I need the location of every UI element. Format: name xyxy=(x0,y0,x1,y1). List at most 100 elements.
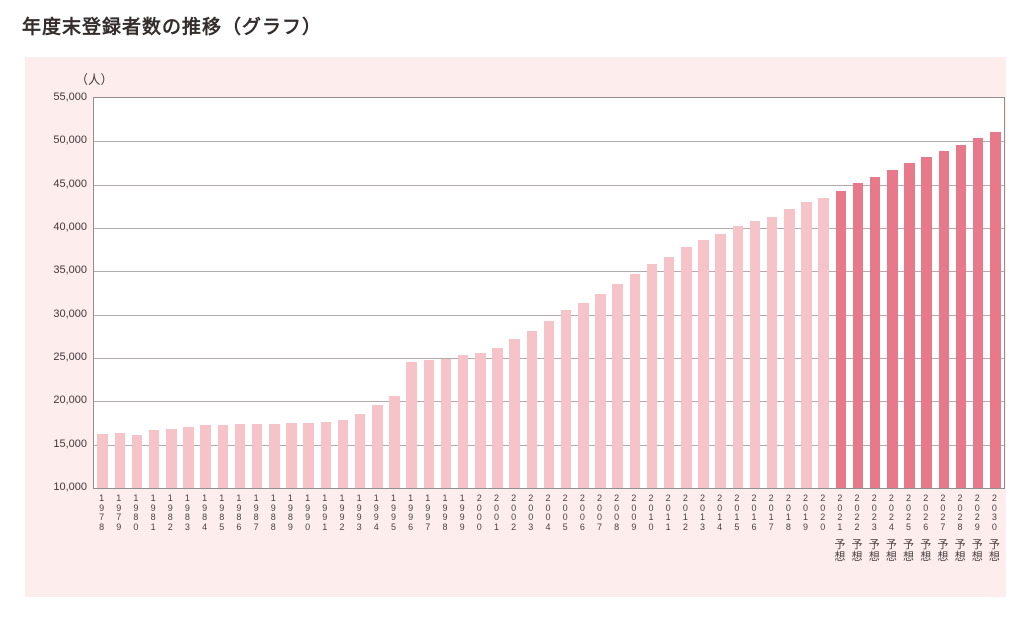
bar-chart-plot-area xyxy=(93,97,1005,489)
bar-2018 xyxy=(784,208,795,488)
bar-2007 xyxy=(595,293,606,488)
bar-1984 xyxy=(200,424,211,488)
bar-1998 xyxy=(440,358,452,488)
bar-2025-forecast xyxy=(904,163,915,488)
bar-1990 xyxy=(303,423,314,488)
bar-1999 xyxy=(457,355,469,488)
bar-1986 xyxy=(234,423,246,488)
bar-2028-forecast xyxy=(955,144,967,488)
y-tick-label: 25,000 xyxy=(53,351,87,363)
bar-2004 xyxy=(543,320,555,488)
y-tick-label: 35,000 xyxy=(53,264,87,277)
y-axis-unit-label: （人） xyxy=(75,73,113,87)
chart-panel: （人） 55,000 50,000 45,000 40,000 35,000 30,000… xyxy=(25,57,1006,597)
bar-1988 xyxy=(269,423,280,488)
y-tick-label: 45,000 xyxy=(53,177,87,190)
gridline xyxy=(94,271,1004,273)
bar-1997 xyxy=(423,359,435,488)
y-tick-label: 50,000 xyxy=(53,134,87,147)
bar-2002 xyxy=(509,338,520,488)
bar-2015 xyxy=(732,226,744,488)
bar-2019 xyxy=(801,202,812,488)
bar-1995 xyxy=(389,396,400,488)
bar-2011 xyxy=(663,256,675,488)
gridline xyxy=(94,184,1004,186)
bar-2021-forecast xyxy=(835,190,847,488)
bar-2023-forecast xyxy=(869,176,881,488)
y-tick-label: 20,000 xyxy=(53,394,87,407)
bar-1982 xyxy=(166,429,177,488)
bar-1991 xyxy=(320,422,332,488)
y-tick-label: 15,000 xyxy=(53,437,87,450)
bar-1996 xyxy=(406,361,417,488)
bar-2001 xyxy=(492,347,503,488)
bar-2005 xyxy=(560,309,572,488)
bar-2000 xyxy=(475,352,486,488)
bar-2008 xyxy=(612,283,623,488)
bar-2027-forecast xyxy=(938,150,950,488)
bar-2014 xyxy=(715,234,726,488)
bar-1987 xyxy=(251,423,263,488)
y-tick-label: 10,000 xyxy=(53,481,87,493)
bar-2010 xyxy=(646,264,658,488)
bar-1985 xyxy=(217,424,229,488)
bar-2022-forecast xyxy=(852,182,864,488)
page-title: 年度末登録者数の推移（グラフ） xyxy=(22,17,323,38)
bar-1994 xyxy=(372,404,383,488)
y-tick-label: 55,000 xyxy=(53,91,87,103)
gridline xyxy=(94,141,1004,143)
bar-1980 xyxy=(131,435,143,488)
gridline xyxy=(94,314,1004,316)
bar-2016 xyxy=(749,221,761,488)
bar-1992 xyxy=(337,420,349,488)
bar-2017 xyxy=(766,216,778,488)
bar-1983 xyxy=(183,426,194,488)
bar-2026-forecast xyxy=(921,156,932,488)
bar-1993 xyxy=(354,414,366,488)
gridline xyxy=(94,228,1004,229)
y-tick-label: 40,000 xyxy=(53,221,87,233)
